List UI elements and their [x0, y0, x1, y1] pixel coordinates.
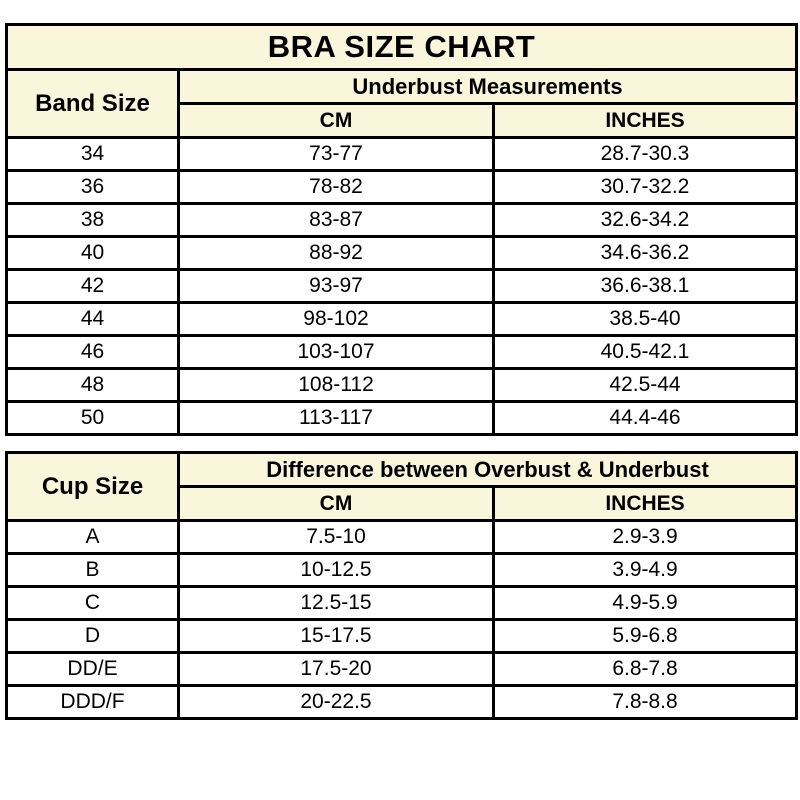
row-label-cell: C [5, 585, 180, 621]
table-row: 44 98-102 38.5-40 [5, 301, 799, 337]
row-label-cell: B [5, 552, 180, 588]
value-cell: 98-102 [177, 301, 495, 337]
table-row: DDD/F 20-22.5 7.8-8.8 [5, 684, 799, 720]
value-cell: 40.5-42.1 [491, 334, 799, 370]
table-row: 38 83-87 32.6-34.2 [5, 202, 799, 238]
value-cell: 36.6-38.1 [491, 268, 799, 304]
row-label-cell: 34 [5, 136, 180, 172]
table-row: 50 113-117 44.4-46 [5, 400, 799, 436]
value-cell: 12.5-15 [177, 585, 495, 621]
row-label-cell: 50 [5, 400, 180, 436]
band-size-table-body: 34 73-77 28.7-30.3 36 78-82 30.7-32.2 38 83-87 3… [5, 136, 799, 436]
cup-size-table-body: A 7.5-10 2.9-3.9 B 10-12.5 3.9-4.9 C 12.5-15 4.9… [5, 519, 799, 720]
table-row: 42 93-97 36.6-38.1 [5, 268, 799, 304]
value-cell: 2.9-3.9 [491, 519, 799, 555]
group-header-row: Cup Size Difference between Overbust & U… [5, 451, 799, 522]
row-label-cell: D [5, 618, 180, 654]
table-row: C 12.5-15 4.9-5.9 [5, 585, 799, 621]
chart-title: BRA SIZE CHART [4, 23, 799, 71]
table-row: DD/E 17.5-20 6.8-7.8 [5, 651, 799, 687]
row-label-cell: DDD/F [5, 684, 180, 720]
sub-header-row: CM INCHES [7, 485, 799, 522]
page: BRA SIZE CHART Band Size Underbust Measu… [4, 23, 799, 720]
inches-column-header: INCHES [491, 102, 799, 139]
table-row: 36 78-82 30.7-32.2 [5, 169, 799, 205]
value-cell: 42.5-44 [491, 367, 799, 403]
row-label-cell: 48 [5, 367, 180, 403]
table-row: 34 73-77 28.7-30.3 [5, 136, 799, 172]
value-cell: 93-97 [177, 268, 495, 304]
difference-header: Difference between Overbust & Underbust [176, 451, 799, 488]
table-row: 40 88-92 34.6-36.2 [5, 235, 799, 271]
row-label-cell: 36 [5, 169, 180, 205]
cm-column-header: CM [177, 102, 495, 139]
value-cell: 20-22.5 [177, 684, 495, 720]
table-gap [5, 436, 795, 451]
value-cell: 7.8-8.8 [491, 684, 799, 720]
table-row: D 15-17.5 5.9-6.8 [5, 618, 799, 654]
value-cell: 3.9-4.9 [491, 552, 799, 588]
value-cell: 32.6-34.2 [491, 202, 799, 238]
row-label-cell: 46 [5, 334, 180, 370]
value-cell: 5.9-6.8 [491, 618, 799, 654]
row-label-cell: 42 [5, 268, 180, 304]
value-cell: 78-82 [177, 169, 495, 205]
value-cell: 7.5-10 [177, 519, 495, 555]
value-cell: 28.7-30.3 [491, 136, 799, 172]
value-cell: 73-77 [177, 136, 495, 172]
value-cell: 88-92 [177, 235, 495, 271]
row-label-cell: 38 [5, 202, 180, 238]
table-row: 48 108-112 42.5-44 [5, 367, 799, 403]
value-cell: 113-117 [177, 400, 495, 436]
value-cell: 108-112 [177, 367, 495, 403]
value-cell: 6.8-7.8 [491, 651, 799, 687]
table-row: B 10-12.5 3.9-4.9 [5, 552, 799, 588]
cm-column-header: CM [177, 485, 495, 522]
value-cell: 15-17.5 [177, 618, 495, 654]
value-cell: 30.7-32.2 [491, 169, 799, 205]
value-cell: 44.4-46 [491, 400, 799, 436]
value-cell: 34.6-36.2 [491, 235, 799, 271]
cup-size-table: Cup Size Difference between Overbust & U… [5, 451, 799, 720]
value-cell: 17.5-20 [177, 651, 495, 687]
value-cell: 103-107 [177, 334, 495, 370]
group-header-row: Band Size Underbust Measurements [5, 68, 799, 139]
title-row: BRA SIZE CHART [4, 23, 799, 71]
underbust-measurements-header: Underbust Measurements [176, 68, 799, 105]
cup-size-header: Cup Size [5, 451, 180, 522]
inches-column-header: INCHES [491, 485, 799, 522]
row-label-cell: DD/E [5, 651, 180, 687]
table-row: A 7.5-10 2.9-3.9 [5, 519, 799, 555]
band-size-table: BRA SIZE CHART Band Size Underbust Measu… [4, 23, 799, 436]
row-label-cell: 40 [5, 235, 180, 271]
table-row: 46 103-107 40.5-42.1 [5, 334, 799, 370]
band-size-header: Band Size [5, 68, 180, 139]
value-cell: 83-87 [177, 202, 495, 238]
row-label-cell: A [5, 519, 180, 555]
value-cell: 10-12.5 [177, 552, 495, 588]
sub-header-row: CM INCHES [7, 102, 799, 139]
value-cell: 38.5-40 [491, 301, 799, 337]
value-cell: 4.9-5.9 [491, 585, 799, 621]
row-label-cell: 44 [5, 301, 180, 337]
